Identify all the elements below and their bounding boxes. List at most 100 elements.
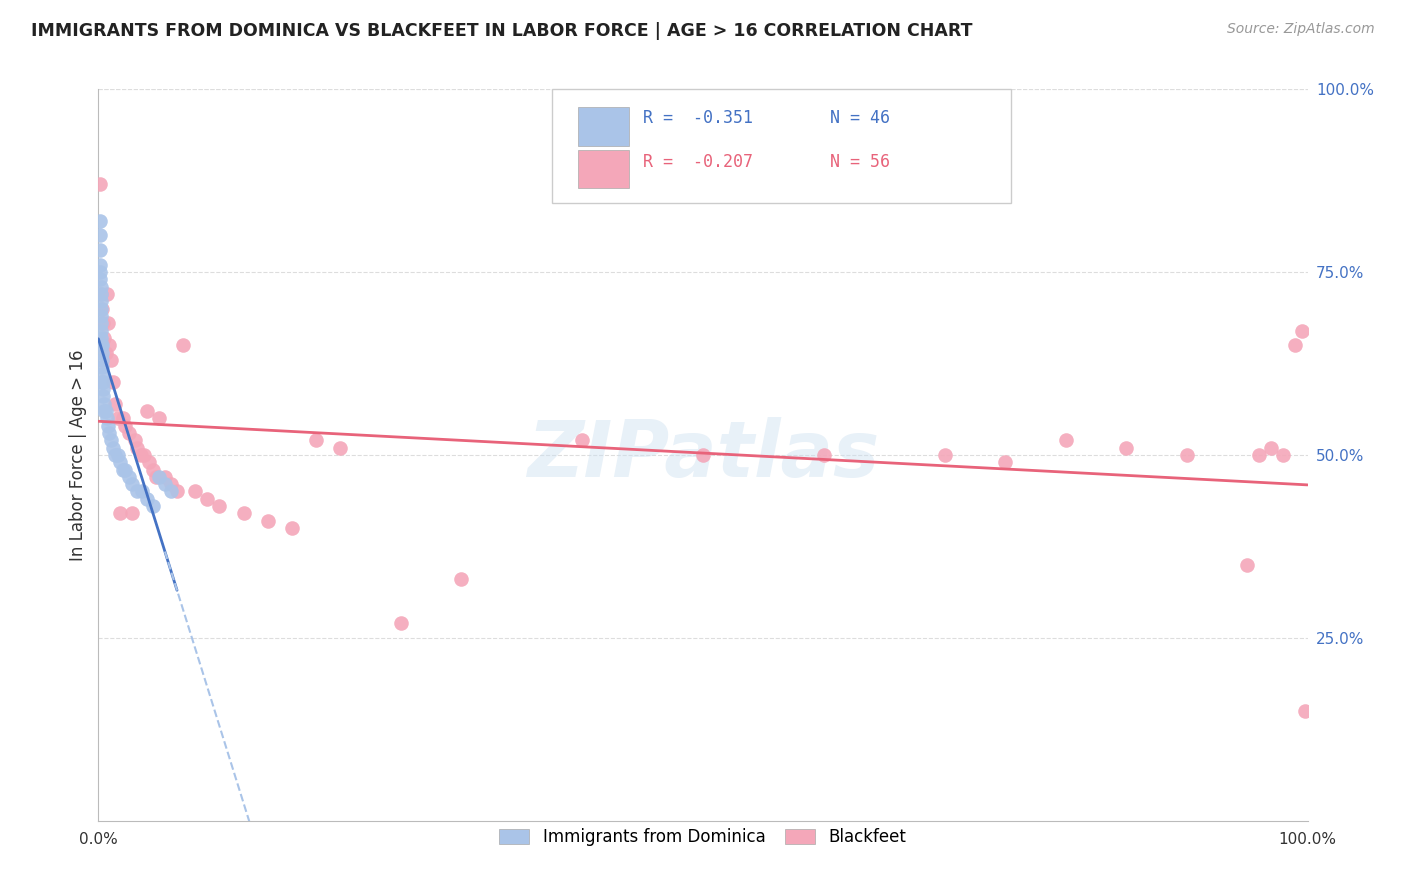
Point — [1249, 448, 1271, 462]
Point — [90, 338, 112, 352]
Point — [91, 345, 114, 359]
Point — [90, 324, 112, 338]
Point — [90, 287, 112, 301]
Point — [450, 572, 472, 586]
Point — [160, 484, 183, 499]
Point — [91, 338, 114, 352]
Point — [1260, 441, 1282, 455]
Point — [256, 514, 278, 528]
Point — [114, 418, 136, 433]
Point — [571, 434, 593, 448]
Point — [305, 434, 328, 448]
Point — [994, 455, 1017, 469]
Text: ZIPatlas: ZIPatlas — [527, 417, 879, 493]
Point — [135, 491, 157, 506]
Point — [93, 331, 115, 345]
Point — [281, 521, 304, 535]
Point — [97, 418, 120, 433]
Point — [389, 616, 412, 631]
Point — [90, 294, 112, 309]
Point — [104, 397, 127, 411]
Point — [208, 499, 231, 513]
Point — [118, 470, 141, 484]
Point — [90, 279, 112, 293]
Point — [160, 477, 183, 491]
Point — [1054, 434, 1077, 448]
Point — [107, 411, 129, 425]
Point — [121, 507, 143, 521]
Point — [111, 462, 134, 476]
Point — [96, 411, 118, 425]
Point — [100, 352, 122, 367]
Point — [131, 484, 153, 499]
Point — [166, 484, 188, 499]
Point — [96, 287, 118, 301]
Point — [1175, 448, 1198, 462]
Point — [91, 375, 114, 389]
Point — [90, 287, 112, 301]
Point — [91, 360, 114, 375]
Text: R =  -0.207: R = -0.207 — [643, 153, 752, 171]
Point — [172, 338, 194, 352]
Point — [90, 301, 112, 316]
Point — [93, 397, 115, 411]
Point — [124, 434, 146, 448]
Point — [91, 368, 114, 382]
Point — [813, 448, 835, 462]
Point — [100, 434, 122, 448]
Point — [97, 316, 120, 330]
Point — [101, 441, 124, 455]
Point — [134, 448, 156, 462]
Point — [94, 404, 117, 418]
Point — [1294, 704, 1316, 718]
Point — [104, 448, 127, 462]
Text: IMMIGRANTS FROM DOMINICA VS BLACKFEET IN LABOR FORCE | AGE > 16 CORRELATION CHAR: IMMIGRANTS FROM DOMINICA VS BLACKFEET IN… — [31, 22, 973, 40]
Point — [108, 507, 131, 521]
Point — [1272, 448, 1295, 462]
Point — [127, 484, 149, 499]
Point — [121, 477, 143, 491]
Point — [692, 448, 714, 462]
Point — [93, 404, 115, 418]
Point — [142, 499, 165, 513]
Point — [98, 425, 121, 440]
Point — [90, 331, 112, 345]
Point — [89, 178, 111, 192]
Bar — [578, 107, 630, 145]
Point — [89, 214, 111, 228]
Point — [89, 265, 111, 279]
Point — [127, 441, 149, 455]
Point — [89, 243, 111, 257]
Point — [1291, 324, 1313, 338]
Point — [89, 258, 111, 272]
Point — [90, 316, 112, 330]
Point — [195, 491, 218, 506]
Point — [129, 448, 152, 462]
Point — [142, 462, 165, 476]
Legend: Immigrants from Dominica, Blackfeet: Immigrants from Dominica, Blackfeet — [492, 822, 914, 853]
Point — [153, 477, 176, 491]
Point — [91, 389, 114, 403]
Point — [934, 448, 956, 462]
Point — [1236, 558, 1258, 572]
Text: N = 56: N = 56 — [830, 153, 890, 171]
Point — [184, 484, 207, 499]
Point — [101, 375, 124, 389]
Point — [91, 301, 114, 316]
Point — [138, 455, 160, 469]
Point — [329, 441, 352, 455]
Point — [111, 411, 134, 425]
Text: Source: ZipAtlas.com: Source: ZipAtlas.com — [1227, 22, 1375, 37]
Point — [148, 470, 170, 484]
Point — [1115, 441, 1137, 455]
Point — [94, 345, 117, 359]
Point — [153, 470, 176, 484]
Point — [145, 470, 167, 484]
Point — [1284, 338, 1306, 352]
Point — [118, 425, 141, 440]
Point — [232, 507, 254, 521]
Point — [114, 462, 136, 476]
Text: N = 46: N = 46 — [830, 109, 890, 127]
Point — [89, 272, 111, 286]
Point — [91, 375, 114, 389]
